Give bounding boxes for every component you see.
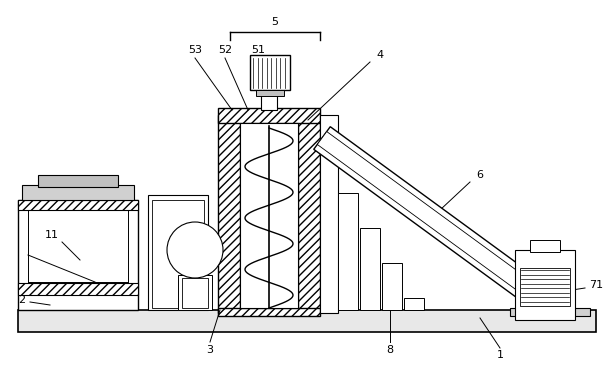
Bar [148, 195, 208, 310]
Bar [18, 200, 138, 310]
Polygon shape [317, 132, 535, 297]
Bar [298, 115, 320, 313]
Bar [218, 108, 320, 123]
Circle shape [167, 222, 223, 278]
Bar [261, 88, 277, 110]
Bar [338, 193, 358, 310]
Bar [18, 283, 138, 295]
Text: 53: 53 [188, 45, 202, 55]
Bar [22, 185, 134, 200]
Text: 1: 1 [497, 350, 503, 360]
Bar [18, 200, 138, 210]
Bar [218, 308, 320, 316]
Text: 6: 6 [476, 170, 483, 180]
Bar [38, 175, 118, 187]
Text: 71: 71 [589, 280, 603, 290]
Text: 2: 2 [18, 295, 26, 305]
Text: 8: 8 [386, 345, 394, 355]
Bar [320, 115, 338, 313]
Bar [240, 123, 298, 308]
Text: 11: 11 [45, 230, 59, 240]
Bar [18, 310, 596, 332]
Bar [510, 308, 590, 316]
Text: 5: 5 [271, 17, 279, 27]
Bar [218, 115, 240, 313]
Bar [404, 298, 424, 310]
Bar [515, 250, 575, 320]
Bar [152, 200, 204, 308]
Bar [256, 90, 284, 96]
Bar [530, 240, 560, 252]
Polygon shape [314, 127, 538, 301]
Text: 52: 52 [218, 45, 232, 55]
Bar [360, 228, 380, 310]
Bar [250, 55, 290, 90]
Bar [178, 275, 212, 310]
Text: 51: 51 [251, 45, 265, 55]
Bar [520, 268, 570, 306]
Text: 4: 4 [376, 50, 384, 60]
Text: 3: 3 [206, 345, 214, 355]
Bar [382, 263, 402, 310]
Bar [182, 278, 208, 308]
